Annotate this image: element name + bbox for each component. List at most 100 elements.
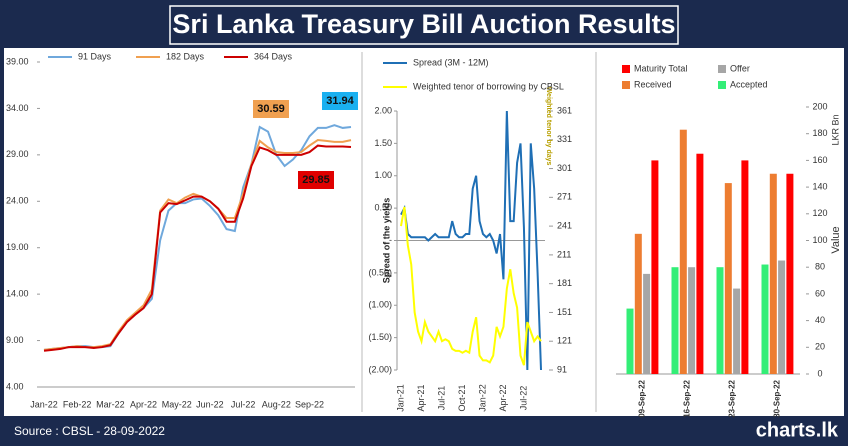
y-tick-label: (0.50) [368, 267, 392, 277]
y-tick-label: - [389, 235, 392, 245]
annotation-box [253, 100, 289, 118]
x-tick-label: Apr-22 [130, 399, 157, 409]
y2-tick-label: 181 [557, 278, 572, 288]
y-tick-label: 0.50 [374, 203, 392, 213]
legend-label: Maturity Total [634, 63, 687, 73]
bar [671, 267, 679, 374]
x-tick-label: 09-Sep-22 [638, 379, 647, 417]
y-tick-label: 1.50 [374, 138, 392, 148]
y2-tick-label: 91 [557, 364, 567, 374]
legend-swatch [622, 65, 630, 73]
y-tick-label: 200 [812, 101, 827, 111]
y-axis-title: Spread of the yields [381, 198, 391, 284]
x-tick-label: Oct-21 [457, 384, 467, 411]
x-tick-label: Feb-22 [63, 399, 92, 409]
y-axis-unit: LKR Bn [830, 114, 840, 145]
panel [4, 48, 844, 416]
y-tick-label: 120 [812, 208, 827, 218]
bar [769, 173, 777, 374]
bar [634, 233, 642, 374]
annotation: 30.59 [257, 103, 285, 115]
x-tick-label: Jan-21 [395, 384, 405, 412]
y-tick-label: (2.00) [368, 364, 392, 374]
y-tick-label: 19.00 [6, 242, 29, 252]
y-tick-label: 34.00 [6, 103, 29, 113]
bar [651, 160, 659, 374]
brand: charts.lk [756, 419, 839, 441]
bar [741, 160, 749, 374]
legend-swatch [622, 81, 630, 89]
x-tick-label: Mar-22 [96, 399, 125, 409]
y-tick-label: 0 [817, 368, 822, 378]
legend-swatch [718, 81, 726, 89]
y-tick-label: 20 [815, 342, 825, 352]
y-tick-label: 4.00 [6, 381, 24, 391]
y-tick-label: 160 [812, 155, 827, 165]
title-box [169, 5, 679, 45]
legend-swatch [718, 65, 726, 73]
y2-axis-title: Weighted tenor by days [545, 87, 552, 166]
y-tick-label: 39.00 [6, 56, 29, 66]
bar [643, 273, 651, 374]
y2-tick-label: 241 [557, 220, 572, 230]
legend-label: Accepted [730, 79, 768, 89]
y-tick-label: (1.50) [368, 332, 392, 342]
y2-tick-label: 121 [557, 336, 572, 346]
y-tick-label: (1.00) [368, 300, 392, 310]
legend-label: Spread (3M - 12M) [413, 57, 489, 67]
bar [733, 288, 741, 374]
bar [679, 129, 687, 374]
line [400, 206, 542, 366]
y-tick-label: 29.00 [6, 149, 29, 159]
y2-tick-label: 301 [557, 163, 572, 173]
bar [761, 264, 769, 374]
y-axis-title: Value [830, 226, 842, 253]
bar [696, 153, 704, 374]
x-tick-label: Jan-22 [30, 399, 58, 409]
legend-label: Offer [730, 63, 750, 73]
y2-tick-label: 331 [557, 134, 572, 144]
annotation: 31.94 [326, 95, 354, 107]
bar [688, 267, 696, 374]
legend-label: Received [634, 79, 672, 89]
y2-tick-label: 211 [557, 249, 571, 259]
x-tick-label: Jul-22 [231, 399, 256, 409]
y-tick-label: 14.00 [6, 289, 29, 299]
y-tick-label: 80 [815, 262, 825, 272]
y-tick-label: 9.00 [6, 335, 24, 345]
bar [786, 173, 794, 374]
x-tick-label: 30-Sep-22 [773, 379, 782, 417]
x-tick-label: 23-Sep-22 [728, 379, 737, 417]
line [43, 144, 352, 352]
x-tick-label: Aug-22 [262, 399, 291, 409]
y-tick-label: 180 [812, 128, 827, 138]
y-tick-label: 100 [812, 235, 827, 245]
legend-label: 364 Days [254, 51, 293, 61]
x-tick-label: Jul-22 [518, 386, 528, 411]
x-tick-label: Jan-22 [477, 384, 487, 412]
x-tick-label: Sep-22 [295, 399, 324, 409]
x-tick-label: Apr-22 [498, 384, 508, 411]
legend-label: Weighted tenor of borrowing by CBSL [413, 81, 564, 91]
x-tick-label: Apr-21 [416, 384, 426, 411]
bar [724, 183, 732, 374]
y-tick-label: 1.00 [374, 170, 392, 180]
page-title: Sri Lanka Treasury Bill Auction Results [172, 9, 675, 39]
x-tick-label: May-22 [162, 399, 192, 409]
legend-label: 182 Days [166, 51, 205, 61]
source: Source : CBSL - 28-09-2022 [14, 424, 165, 438]
y-tick-label: 60 [815, 288, 825, 298]
y-tick-label: 40 [815, 315, 825, 325]
y2-tick-label: 271 [557, 192, 572, 202]
x-tick-label: 16-Sep-22 [683, 379, 692, 417]
bar [716, 267, 724, 374]
annotation: 29.85 [302, 174, 330, 186]
bar [626, 308, 634, 374]
y-tick-label: 2.00 [374, 105, 392, 115]
y-tick-label: 24.00 [6, 196, 29, 206]
bar [778, 260, 786, 374]
x-tick-label: Jun-22 [196, 399, 224, 409]
y2-tick-label: 361 [557, 105, 572, 115]
x-tick-label: Jul-21 [436, 386, 446, 411]
